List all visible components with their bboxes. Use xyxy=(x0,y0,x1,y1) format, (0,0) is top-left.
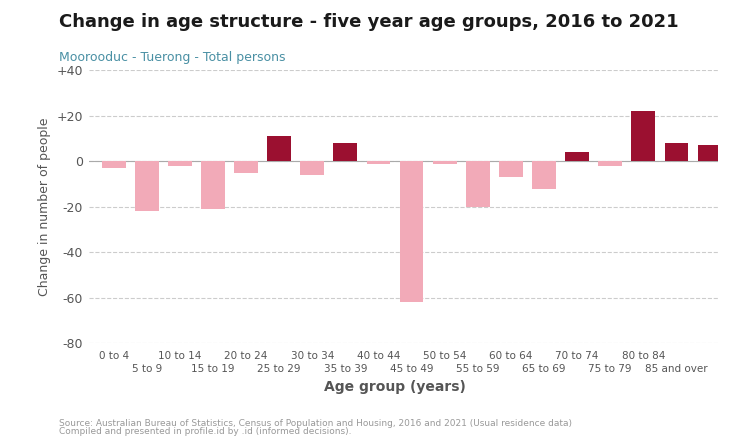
Text: 70 to 74: 70 to 74 xyxy=(556,351,599,361)
Text: 0 to 4: 0 to 4 xyxy=(98,351,129,361)
Text: 80 to 84: 80 to 84 xyxy=(622,351,665,361)
Text: Change in age structure - five year age groups, 2016 to 2021: Change in age structure - five year age … xyxy=(59,13,679,31)
Bar xyxy=(598,161,622,166)
Bar xyxy=(433,161,457,164)
Bar xyxy=(267,136,291,161)
Bar xyxy=(730,139,740,161)
Text: 75 to 79: 75 to 79 xyxy=(588,363,632,374)
Text: 50 to 54: 50 to 54 xyxy=(423,351,466,361)
Text: 10 to 14: 10 to 14 xyxy=(158,351,201,361)
Text: 5 to 9: 5 to 9 xyxy=(132,363,162,374)
Text: 55 to 59: 55 to 59 xyxy=(456,363,500,374)
Bar xyxy=(466,161,490,207)
Bar xyxy=(135,161,158,211)
Text: 40 to 44: 40 to 44 xyxy=(357,351,400,361)
Text: 20 to 24: 20 to 24 xyxy=(224,351,268,361)
Bar xyxy=(665,143,688,161)
Bar xyxy=(565,152,589,161)
Text: 45 to 49: 45 to 49 xyxy=(390,363,434,374)
Bar xyxy=(334,143,357,161)
Text: 60 to 64: 60 to 64 xyxy=(489,351,533,361)
Bar xyxy=(499,161,522,177)
Text: 65 to 69: 65 to 69 xyxy=(522,363,566,374)
Bar xyxy=(300,161,324,175)
Text: 85 and over: 85 and over xyxy=(645,363,707,374)
Text: 25 to 29: 25 to 29 xyxy=(258,363,301,374)
Y-axis label: Change in number of people: Change in number of people xyxy=(38,117,51,296)
Bar xyxy=(366,161,391,164)
Text: 15 to 19: 15 to 19 xyxy=(191,363,235,374)
Bar xyxy=(201,161,225,209)
Text: Source: Australian Bureau of Statistics, Census of Population and Housing, 2016 : Source: Australian Bureau of Statistics,… xyxy=(59,419,572,428)
Bar xyxy=(698,145,722,161)
Bar xyxy=(101,161,126,168)
Bar xyxy=(234,161,258,172)
Text: Compiled and presented in profile.id by .id (informed decisions).: Compiled and presented in profile.id by … xyxy=(59,428,351,436)
Bar xyxy=(400,161,423,302)
Text: 35 to 39: 35 to 39 xyxy=(323,363,367,374)
Text: Age group (years): Age group (years) xyxy=(324,380,466,393)
Bar xyxy=(631,111,655,161)
Bar xyxy=(532,161,556,189)
Text: 30 to 34: 30 to 34 xyxy=(291,351,334,361)
Bar xyxy=(168,161,192,166)
Text: Moorooduc - Tuerong - Total persons: Moorooduc - Tuerong - Total persons xyxy=(59,51,286,64)
